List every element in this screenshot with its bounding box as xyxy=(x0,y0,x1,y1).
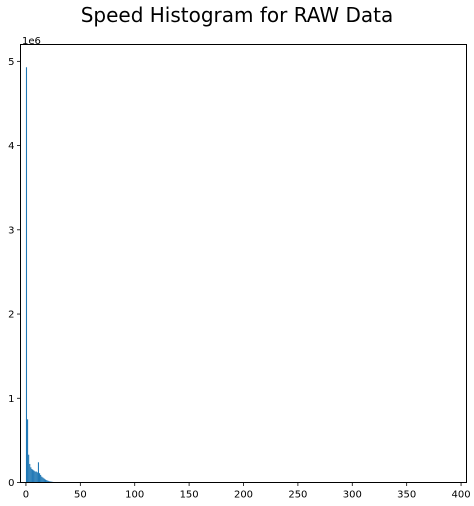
histogram-bar xyxy=(37,462,39,483)
histogram-bar xyxy=(32,469,34,483)
histogram-bar xyxy=(48,481,50,483)
y-axis-offset-label: 1e6 xyxy=(22,36,41,47)
y-tick-label: 0 xyxy=(8,478,14,489)
histogram-bar xyxy=(25,67,28,483)
histogram-bar xyxy=(33,470,35,483)
histogram-bars xyxy=(25,67,57,483)
histogram-bar xyxy=(45,479,47,483)
x-tick-label: 150 xyxy=(180,490,199,501)
y-tick-label: 5 xyxy=(8,57,14,68)
histogram-bar xyxy=(38,473,41,483)
x-axis: 0 50 100 150 200 250 300 350 400 xyxy=(23,482,471,501)
histogram-bar xyxy=(47,480,49,483)
histogram-bar xyxy=(42,477,44,483)
histogram-bar xyxy=(35,471,37,483)
histogram-bar xyxy=(34,471,36,483)
y-axis: 0 1 2 3 4 5 xyxy=(8,57,21,489)
x-tick-label: 100 xyxy=(125,490,144,501)
histogram-bar xyxy=(36,472,38,483)
histogram-bar xyxy=(29,463,31,483)
histogram-bar xyxy=(27,419,29,483)
x-tick-label: 250 xyxy=(288,490,307,501)
histogram-bar xyxy=(44,479,46,483)
histogram-bar xyxy=(30,467,32,483)
x-tick-label: 300 xyxy=(343,490,362,501)
x-tick-label: 400 xyxy=(452,490,471,501)
histogram-bar xyxy=(46,480,48,483)
histogram-bar xyxy=(40,474,42,483)
y-tick-label: 3 xyxy=(8,225,14,236)
histogram-bar xyxy=(49,481,51,483)
plot-frame xyxy=(20,44,467,483)
x-tick-label: 350 xyxy=(397,490,416,501)
histogram-bar xyxy=(28,454,30,483)
histogram-bar xyxy=(41,476,43,483)
histogram-bar xyxy=(43,478,45,483)
x-tick-label: 50 xyxy=(74,490,87,501)
chart-title: Speed Histogram for RAW Data xyxy=(81,3,394,27)
x-tick-label: 0 xyxy=(23,490,29,501)
histogram-bar xyxy=(31,469,33,483)
y-tick-label: 2 xyxy=(8,310,14,321)
y-tick-label: 1 xyxy=(8,394,14,405)
x-tick-label: 200 xyxy=(234,490,253,501)
y-tick-label: 4 xyxy=(8,141,14,152)
